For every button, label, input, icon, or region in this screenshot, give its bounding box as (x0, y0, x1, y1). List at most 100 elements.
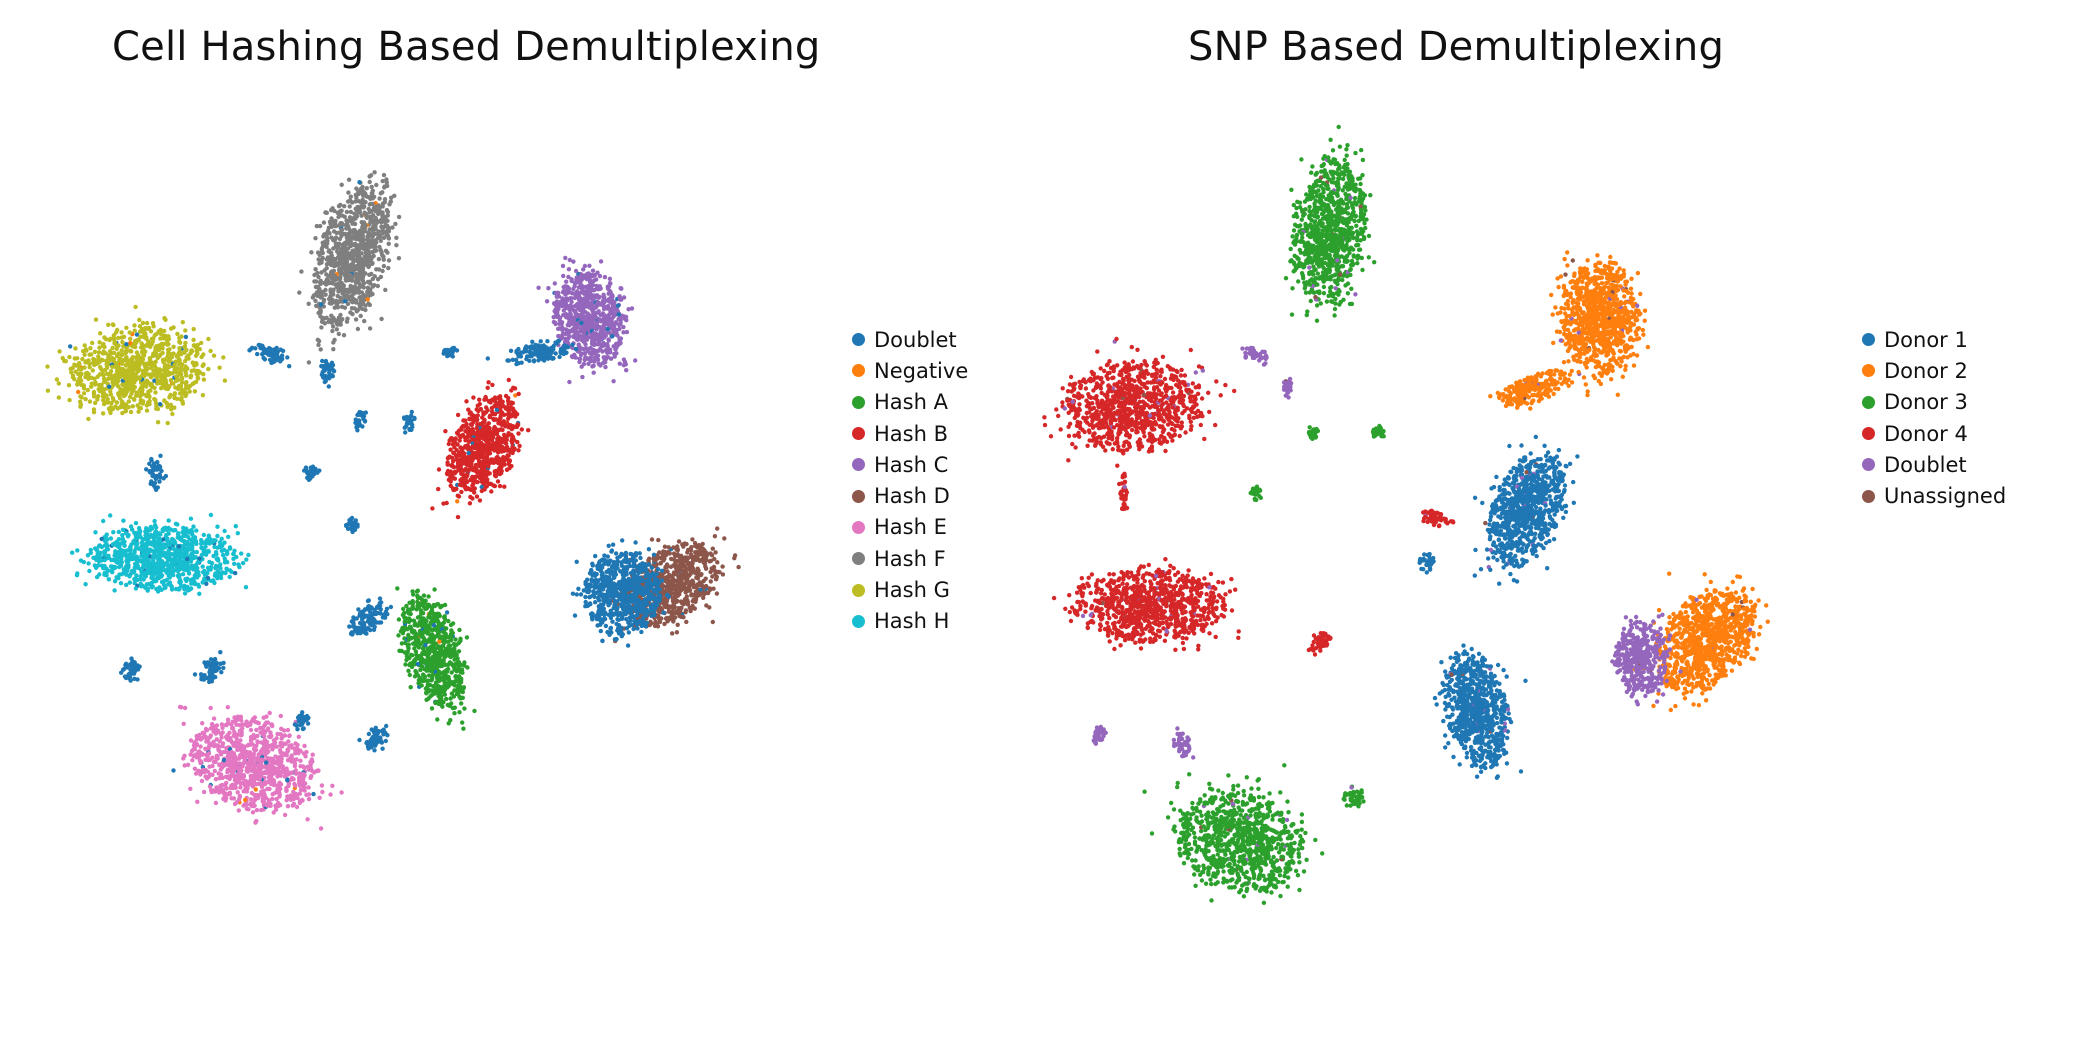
cell-point (145, 366, 150, 371)
cell-point (130, 344, 136, 349)
cell-point (324, 262, 330, 267)
cell-point (93, 546, 98, 551)
cell-point (471, 395, 476, 400)
cell-point (672, 600, 677, 605)
cell-point (149, 542, 154, 547)
cell-point (318, 308, 323, 313)
cell-point (100, 389, 105, 394)
cell-point (564, 305, 569, 311)
cell-point (57, 349, 62, 354)
cell-point (177, 346, 182, 351)
cell-point (381, 257, 386, 262)
cell-point (200, 393, 206, 398)
cell-point (141, 382, 146, 387)
cell-point (509, 436, 515, 441)
cell-point (178, 340, 183, 345)
cell-point (553, 311, 559, 316)
cell-point (341, 283, 346, 288)
cell-point (344, 218, 349, 223)
cell-point (581, 267, 586, 272)
cell-point (335, 322, 340, 327)
cell-point (148, 571, 153, 576)
cell-point (112, 553, 117, 558)
cell-point (493, 459, 499, 464)
cell-point (56, 381, 61, 386)
cell-point (656, 537, 661, 543)
cell-point (563, 255, 568, 261)
cell-point (606, 291, 611, 296)
cell-point (586, 271, 591, 276)
cell-point (240, 560, 246, 566)
cell-point (508, 423, 513, 428)
cell-point (606, 314, 611, 320)
cell-point (323, 282, 329, 287)
cell-point (462, 456, 467, 461)
cell-point (171, 538, 176, 543)
cell-point (111, 322, 116, 328)
cell-point (161, 360, 166, 365)
cell-point (386, 241, 391, 246)
cell-point (68, 344, 73, 349)
cell-point (366, 230, 371, 235)
cell-point (605, 355, 611, 360)
cell-point (515, 422, 520, 427)
cell-point (674, 547, 679, 552)
cell-point (110, 364, 115, 369)
cell-point (591, 278, 596, 284)
cell-point (361, 285, 366, 290)
cell-point (365, 237, 370, 242)
cell-point (97, 340, 102, 345)
cell-point (155, 378, 160, 383)
cell-point (173, 385, 178, 390)
cell-point (579, 274, 584, 279)
cell-point (191, 576, 196, 582)
cell-point (158, 336, 163, 341)
cell-point (342, 245, 348, 250)
cell-point (469, 422, 474, 428)
cell-point (206, 366, 211, 372)
cell-point (491, 445, 496, 451)
cell-point (102, 335, 107, 340)
cell-point (147, 341, 152, 347)
cell-point (146, 372, 151, 377)
cell-point (79, 395, 84, 400)
cell-point (474, 494, 480, 499)
cell-point (193, 379, 199, 384)
cell-point (83, 359, 89, 364)
cell-point (246, 552, 251, 558)
cell-point (93, 555, 99, 560)
cell-point (617, 326, 622, 332)
cell-point (577, 291, 582, 296)
cell-point (179, 376, 185, 382)
cell-point (449, 670, 454, 675)
cell-point (597, 273, 603, 279)
cell-point (568, 311, 573, 316)
cell-point (227, 546, 233, 551)
cell-point (590, 309, 595, 314)
cell-point (491, 417, 497, 423)
cell-point (621, 357, 627, 362)
cell-point (464, 635, 470, 640)
cell-point (116, 364, 121, 370)
cell-point (173, 378, 179, 384)
cell-point (619, 286, 624, 291)
cell-point (128, 336, 133, 341)
cell-point (96, 563, 101, 568)
cell-point (510, 444, 515, 450)
cell-point (331, 277, 336, 282)
cell-point (569, 277, 574, 282)
cell-point (686, 588, 692, 593)
cell-point (497, 483, 503, 489)
cell-point (466, 450, 471, 456)
cell-point (108, 389, 113, 394)
cell-point (359, 213, 364, 218)
cell-point (517, 443, 522, 449)
cell-point (577, 307, 583, 313)
cell-point (338, 249, 344, 254)
cell-point (158, 542, 163, 547)
cell-point (560, 263, 566, 269)
cell-point (309, 250, 314, 255)
cell-point (601, 355, 606, 360)
cell-point (358, 268, 363, 273)
cell-point (608, 281, 613, 286)
